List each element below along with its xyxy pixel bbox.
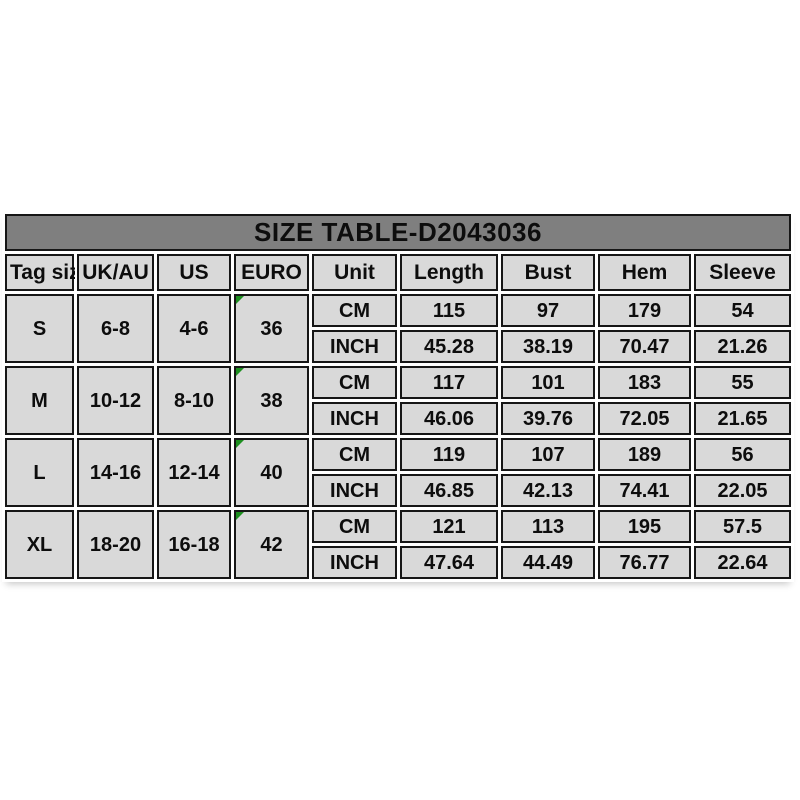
unit-label: CM — [312, 366, 397, 399]
table-row-m-inch: INCH 46.06 39.76 72.05 21.65 — [5, 402, 792, 435]
excel-error-triangle-icon — [236, 296, 244, 304]
length-value: 46.85 — [400, 474, 498, 507]
uk-au-value: 6-8 — [77, 294, 154, 363]
size-table: SIZE TABLE-D2043036 Tag size UK/AU US EU… — [2, 211, 794, 582]
unit-label: INCH — [312, 474, 397, 507]
table-row-m-cm: M 10-12 8-10 38 CM 117 101 183 55 — [5, 366, 792, 435]
hem-value: 76.77 — [598, 546, 691, 579]
unit-label: CM — [312, 294, 397, 327]
excel-error-triangle-icon — [236, 440, 244, 448]
euro-value-cell: 36 — [234, 294, 309, 363]
hem-value: 195 — [598, 510, 691, 543]
size-label: M — [5, 366, 74, 435]
length-value: 119 — [400, 438, 498, 471]
sleeve-value: 22.05 — [694, 474, 792, 507]
col-header-unit: Unit — [312, 254, 397, 291]
bust-value: 44.49 — [501, 546, 595, 579]
sleeve-value: 22.64 — [694, 546, 792, 579]
hem-value: 74.41 — [598, 474, 691, 507]
euro-value: 40 — [260, 461, 283, 484]
length-value: 117 — [400, 366, 498, 399]
euro-value: 36 — [260, 317, 283, 340]
sleeve-value: 21.65 — [694, 402, 792, 435]
table-row-xl-inch: INCH 47.64 44.49 76.77 22.64 — [5, 546, 792, 579]
bust-value: 42.13 — [501, 474, 595, 507]
unit-label: INCH — [312, 330, 397, 363]
size-table-container: SIZE TABLE-D2043036 Tag size UK/AU US EU… — [2, 211, 796, 582]
us-value: 16-18 — [157, 510, 231, 579]
hem-value: 72.05 — [598, 402, 691, 435]
uk-au-value: 14-16 — [77, 438, 154, 507]
bust-value: 101 — [501, 366, 595, 399]
col-header-us: US — [157, 254, 231, 291]
sleeve-value: 57.5 — [694, 510, 792, 543]
sleeve-value: 56 — [694, 438, 792, 471]
euro-value: 42 — [260, 533, 283, 556]
hem-value: 179 — [598, 294, 691, 327]
col-header-hem: Hem — [598, 254, 691, 291]
unit-label: CM — [312, 510, 397, 543]
excel-error-triangle-icon — [236, 512, 244, 520]
table-row-l-cm: L 14-16 12-14 40 CM 119 107 189 56 — [5, 438, 792, 507]
bust-value: 107 — [501, 438, 595, 471]
unit-label: INCH — [312, 546, 397, 579]
us-value: 8-10 — [157, 366, 231, 435]
sleeve-value: 21.26 — [694, 330, 792, 363]
length-value: 45.28 — [400, 330, 498, 363]
table-row-l-inch: INCH 46.85 42.13 74.41 22.05 — [5, 474, 792, 507]
euro-value-cell: 40 — [234, 438, 309, 507]
col-header-bust: Bust — [501, 254, 595, 291]
sleeve-value: 54 — [694, 294, 792, 327]
us-value: 4-6 — [157, 294, 231, 363]
bust-value: 38.19 — [501, 330, 595, 363]
col-header-sleeve: Sleeve — [694, 254, 792, 291]
unit-label: CM — [312, 438, 397, 471]
length-value: 115 — [400, 294, 498, 327]
euro-value: 38 — [260, 389, 283, 412]
uk-au-value: 10-12 — [77, 366, 154, 435]
bust-value: 97 — [501, 294, 595, 327]
table-row-s-cm: S 6-8 4-6 36 CM 115 97 179 54 — [5, 294, 792, 363]
size-label: S — [5, 294, 74, 363]
length-value: 121 — [400, 510, 498, 543]
euro-value-cell: 42 — [234, 510, 309, 579]
hem-value: 70.47 — [598, 330, 691, 363]
unit-label: INCH — [312, 402, 397, 435]
uk-au-value: 18-20 — [77, 510, 154, 579]
bust-value: 39.76 — [501, 402, 595, 435]
length-value: 47.64 — [400, 546, 498, 579]
us-value: 12-14 — [157, 438, 231, 507]
header-row: Tag size UK/AU US EURO Unit Length Bust … — [5, 254, 792, 291]
sleeve-value: 55 — [694, 366, 792, 399]
length-value: 46.06 — [400, 402, 498, 435]
col-header-tag-size-label: Tag size — [10, 260, 75, 284]
col-header-tag-size: Tag size — [5, 254, 75, 291]
table-row-s-inch: INCH 45.28 38.19 70.47 21.26 — [5, 330, 792, 363]
table-title: SIZE TABLE-D2043036 — [5, 214, 792, 251]
size-label: XL — [5, 510, 74, 579]
table-row-xl-cm: XL 18-20 16-18 42 CM 121 113 195 57.5 — [5, 510, 792, 579]
bust-value: 113 — [501, 510, 595, 543]
hem-value: 189 — [598, 438, 691, 471]
title-row: SIZE TABLE-D2043036 — [5, 214, 792, 251]
col-header-length: Length — [400, 254, 498, 291]
col-header-euro: EURO — [234, 254, 309, 291]
euro-value-cell: 38 — [234, 366, 309, 435]
size-label: L — [5, 438, 74, 507]
excel-error-triangle-icon — [236, 368, 244, 376]
col-header-uk-au: UK/AU — [77, 254, 154, 291]
hem-value: 183 — [598, 366, 691, 399]
